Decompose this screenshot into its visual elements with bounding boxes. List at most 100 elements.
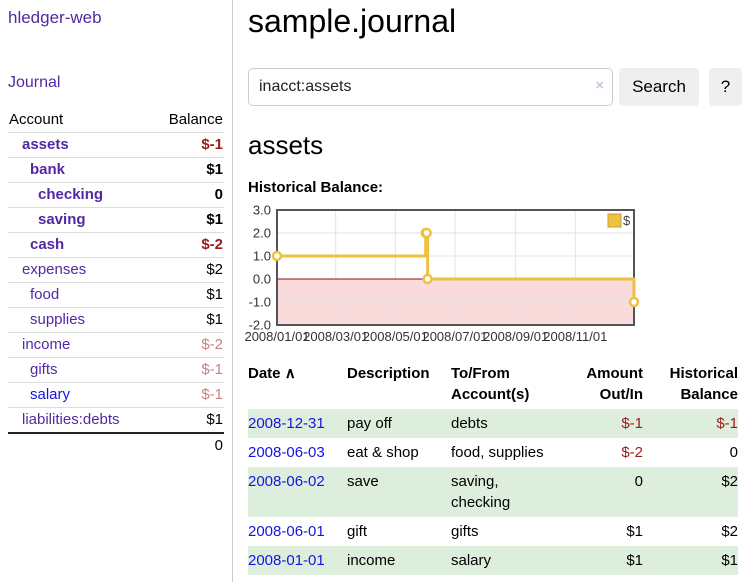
account-link[interactable]: liabilities:debts — [22, 411, 120, 428]
sort-asc-icon: ∧ — [284, 365, 296, 382]
account-link[interactable]: supplies — [30, 311, 86, 328]
account-link[interactable]: bank — [30, 161, 66, 178]
transaction-date-link[interactable]: 2008-12-31 — [248, 415, 325, 432]
search-row: × Search ? — [248, 68, 742, 106]
register-table: Date ∧ Description To/From Account(s) Am… — [248, 361, 738, 575]
account-row: saving $1 — [8, 207, 224, 233]
clear-search-icon[interactable]: × — [595, 77, 604, 94]
data-point — [628, 296, 640, 308]
date-column-header[interactable]: Date ∧ — [248, 365, 296, 382]
account-balance: 0 — [152, 182, 224, 208]
account-link[interactable]: expenses — [22, 261, 87, 278]
transaction-balance: $1 — [721, 552, 738, 569]
transaction-accounts: gifts — [451, 523, 479, 540]
account-row: checking 0 — [8, 182, 224, 208]
transaction-date-link[interactable]: 2008-06-01 — [248, 523, 325, 540]
transaction-description: save — [347, 473, 379, 490]
account-balance: $1 — [152, 207, 224, 233]
transaction-accounts: salary — [451, 552, 492, 569]
account-row: supplies $1 — [8, 307, 224, 333]
account-balance: $-1 — [152, 132, 224, 158]
account-row: gifts $-1 — [8, 357, 224, 383]
account-link[interactable]: cash — [30, 236, 65, 253]
account-link[interactable]: saving — [38, 211, 86, 228]
accounts-column-header: To/From Account(s) — [451, 365, 530, 403]
x-axis-label: 2008/05/01 — [363, 329, 428, 344]
y-axis-label: 0.0 — [253, 272, 271, 287]
account-row: assets $-1 — [8, 132, 224, 158]
balance-column-header-register: Historical Balance — [669, 365, 738, 403]
search-button[interactable]: Search — [619, 68, 699, 106]
transaction-date: 2008-06-01 — [248, 517, 347, 546]
account-balance: $1 — [152, 307, 224, 333]
transaction-balance: $-1 — [716, 415, 738, 432]
account-balance: $1 — [152, 157, 224, 183]
y-axis-label: 3.0 — [253, 203, 271, 218]
transaction-balance: $2 — [721, 523, 738, 540]
accounts-tbody: assets $-1 bank $1 checking 0 saving $1 cash $-2 e… — [8, 132, 224, 458]
transaction-amount: 0 — [634, 473, 643, 490]
transaction-accounts: saving, checking — [451, 473, 511, 511]
transaction-date: 2008-12-31 — [248, 409, 347, 438]
y-axis-label: -2.0 — [249, 318, 271, 333]
account-link[interactable]: salary — [30, 386, 71, 403]
chart-legend: $ — [607, 213, 631, 228]
transaction-description: gift — [347, 523, 368, 540]
y-axis-label: 1.0 — [253, 249, 271, 264]
transaction-balance: $2 — [721, 473, 738, 490]
transaction-amount: $1 — [626, 552, 643, 569]
account-row: cash $-2 — [8, 232, 224, 258]
transaction-description: eat & shop — [347, 444, 419, 461]
transaction-description: pay off — [347, 415, 392, 432]
transaction-row: 2008-06-01 gift gifts $1 $2 — [248, 517, 738, 546]
transaction-date: 2008-06-02 — [248, 467, 347, 517]
account-link[interactable]: assets — [22, 136, 69, 153]
transaction-date-link[interactable]: 2008-06-03 — [248, 444, 325, 461]
search-input[interactable] — [248, 68, 613, 106]
chart-title: Historical Balance: — [248, 179, 384, 196]
transaction-date-link[interactable]: 2008-06-02 — [248, 473, 325, 490]
transaction-accounts: debts — [451, 415, 488, 432]
y-axis-label: 2.0 — [253, 226, 271, 241]
transaction-date-link[interactable]: 2008-01-01 — [248, 552, 325, 569]
account-link[interactable]: income — [22, 336, 71, 353]
section-heading: assets — [248, 130, 324, 160]
data-point — [422, 273, 433, 285]
account-balance: $-2 — [152, 232, 224, 258]
data-point — [421, 227, 432, 239]
account-balance: $-1 — [152, 382, 224, 408]
transaction-row: 2008-01-01 income salary $1 $1 — [248, 546, 738, 575]
accounts-table: Account Balance assets $-1 bank $1 checking 0… — [8, 108, 224, 458]
transaction-row: 2008-12-31 pay off debts $-1 $-1 — [248, 409, 738, 438]
account-column-header: Account — [8, 108, 153, 133]
data-point — [271, 250, 283, 262]
x-axis-label: 2008/01/01 — [244, 329, 309, 344]
account-row: salary $-1 — [8, 382, 224, 408]
balance-column-header: Balance — [152, 108, 224, 133]
nav-journal-link[interactable]: Journal — [8, 74, 61, 91]
account-row: expenses $2 — [8, 257, 224, 283]
account-balance: $-2 — [152, 332, 224, 358]
transaction-date: 2008-06-03 — [248, 438, 347, 467]
svg-text:$: $ — [623, 213, 631, 228]
app-brand-link[interactable]: hledger-web — [8, 8, 102, 27]
help-button[interactable]: ? — [709, 68, 742, 106]
x-axis-label: 2008/09/01 — [483, 329, 548, 344]
account-link[interactable]: food — [30, 286, 60, 303]
transaction-description: income — [347, 552, 396, 569]
amount-column-header: Amount Out/In — [586, 365, 643, 403]
y-axis-label: -1.0 — [249, 295, 271, 310]
accounts-total-row: 0 — [8, 432, 224, 458]
x-axis-label: 2008/07/01 — [422, 329, 487, 344]
transaction-amount: $-1 — [621, 415, 643, 432]
account-link[interactable]: gifts — [30, 361, 58, 378]
account-balance: $2 — [152, 257, 224, 283]
sidebar: hledger-web Journal Account Balance asse… — [0, 0, 233, 582]
account-balance: $1 — [152, 282, 224, 308]
account-balance: $-1 — [152, 357, 224, 383]
description-column-header: Description — [347, 365, 430, 382]
account-row: income $-2 — [8, 332, 224, 358]
account-row: liabilities:debts $1 — [8, 407, 224, 434]
account-link[interactable]: checking — [38, 186, 104, 203]
main-content: sample.journal × Search ? assets Histori… — [244, 0, 742, 575]
